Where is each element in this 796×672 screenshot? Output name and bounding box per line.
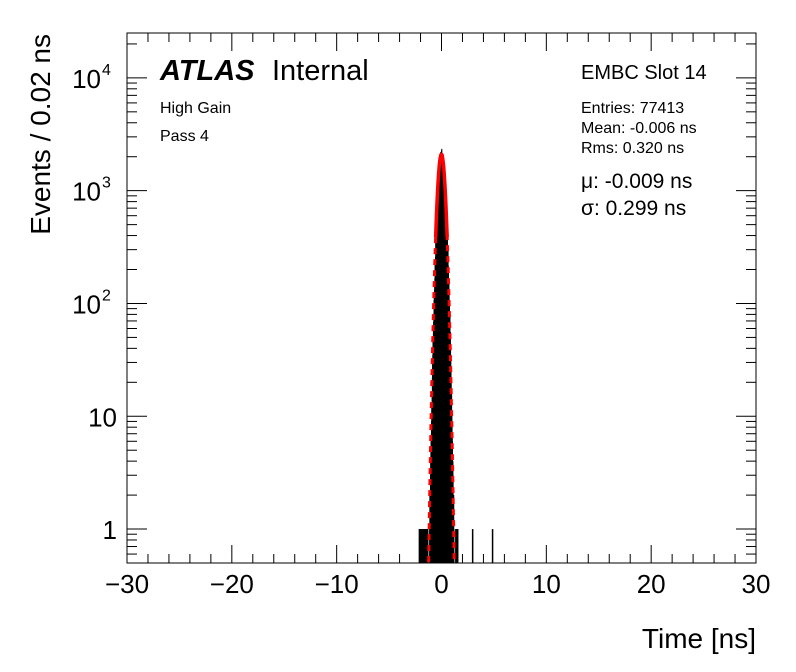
fit-curve-tail-left (427, 234, 438, 563)
x-tick-label: 30 (742, 569, 771, 599)
fit-curve-tail-right (445, 234, 456, 563)
y-tick-label-exp: 2 (102, 287, 111, 304)
atlas-label: ATLAS (159, 55, 255, 87)
mu-stat: μ: -0.009 ns (581, 170, 692, 193)
axis-ticks (126, 33, 757, 564)
y-tick-label-exp: 4 (102, 62, 111, 79)
histogram-bar (419, 529, 421, 563)
sigma-stat: σ: 0.299 ns (581, 197, 686, 220)
y-tick-label: 10 (72, 177, 101, 207)
histogram-series (418, 148, 494, 564)
histogram-bar (455, 529, 457, 563)
x-axis-title: Time [ns] (642, 623, 756, 654)
y-axis-title: Events / 0.02 ns (25, 34, 56, 235)
x-tick-label: −30 (105, 569, 149, 599)
internal-label: Internal (272, 55, 369, 87)
gain-label: High Gain (160, 100, 231, 117)
mean-stat: Mean: -0.006 ns (581, 120, 697, 137)
histogram-bar (420, 529, 422, 563)
y-tick-label: 10 (88, 402, 117, 432)
slot-label: EMBC Slot 14 (581, 62, 707, 84)
x-tick-label: 0 (434, 569, 448, 599)
x-tick-label: 20 (637, 569, 666, 599)
x-tick-label: −20 (210, 569, 254, 599)
rms-stat: Rms: 0.320 ns (581, 140, 684, 157)
histogram-bar (455, 529, 457, 563)
histogram-bar (457, 529, 459, 563)
entries-stat: Entries: 77413 (581, 100, 684, 117)
y-tick-label-exp: 3 (102, 175, 111, 192)
x-tick-label: −10 (315, 569, 359, 599)
y-tick-label: 1 (103, 515, 117, 545)
fit-series (427, 152, 456, 563)
histogram-bar (456, 529, 458, 563)
y-tick-label: 10 (72, 289, 101, 319)
y-tick-label: 10 (72, 64, 101, 94)
pass-label: Pass 4 (160, 128, 209, 145)
histogram-bar (423, 529, 425, 563)
x-tick-label: 10 (532, 569, 561, 599)
histogram-bar (424, 529, 426, 563)
x-tick-labels: −30 −20 −10 0 10 20 30 (105, 569, 771, 599)
histogram-tail-bar (471, 529, 474, 563)
histogram-tail-bar (491, 529, 494, 563)
fit-curve-core (433, 152, 449, 238)
